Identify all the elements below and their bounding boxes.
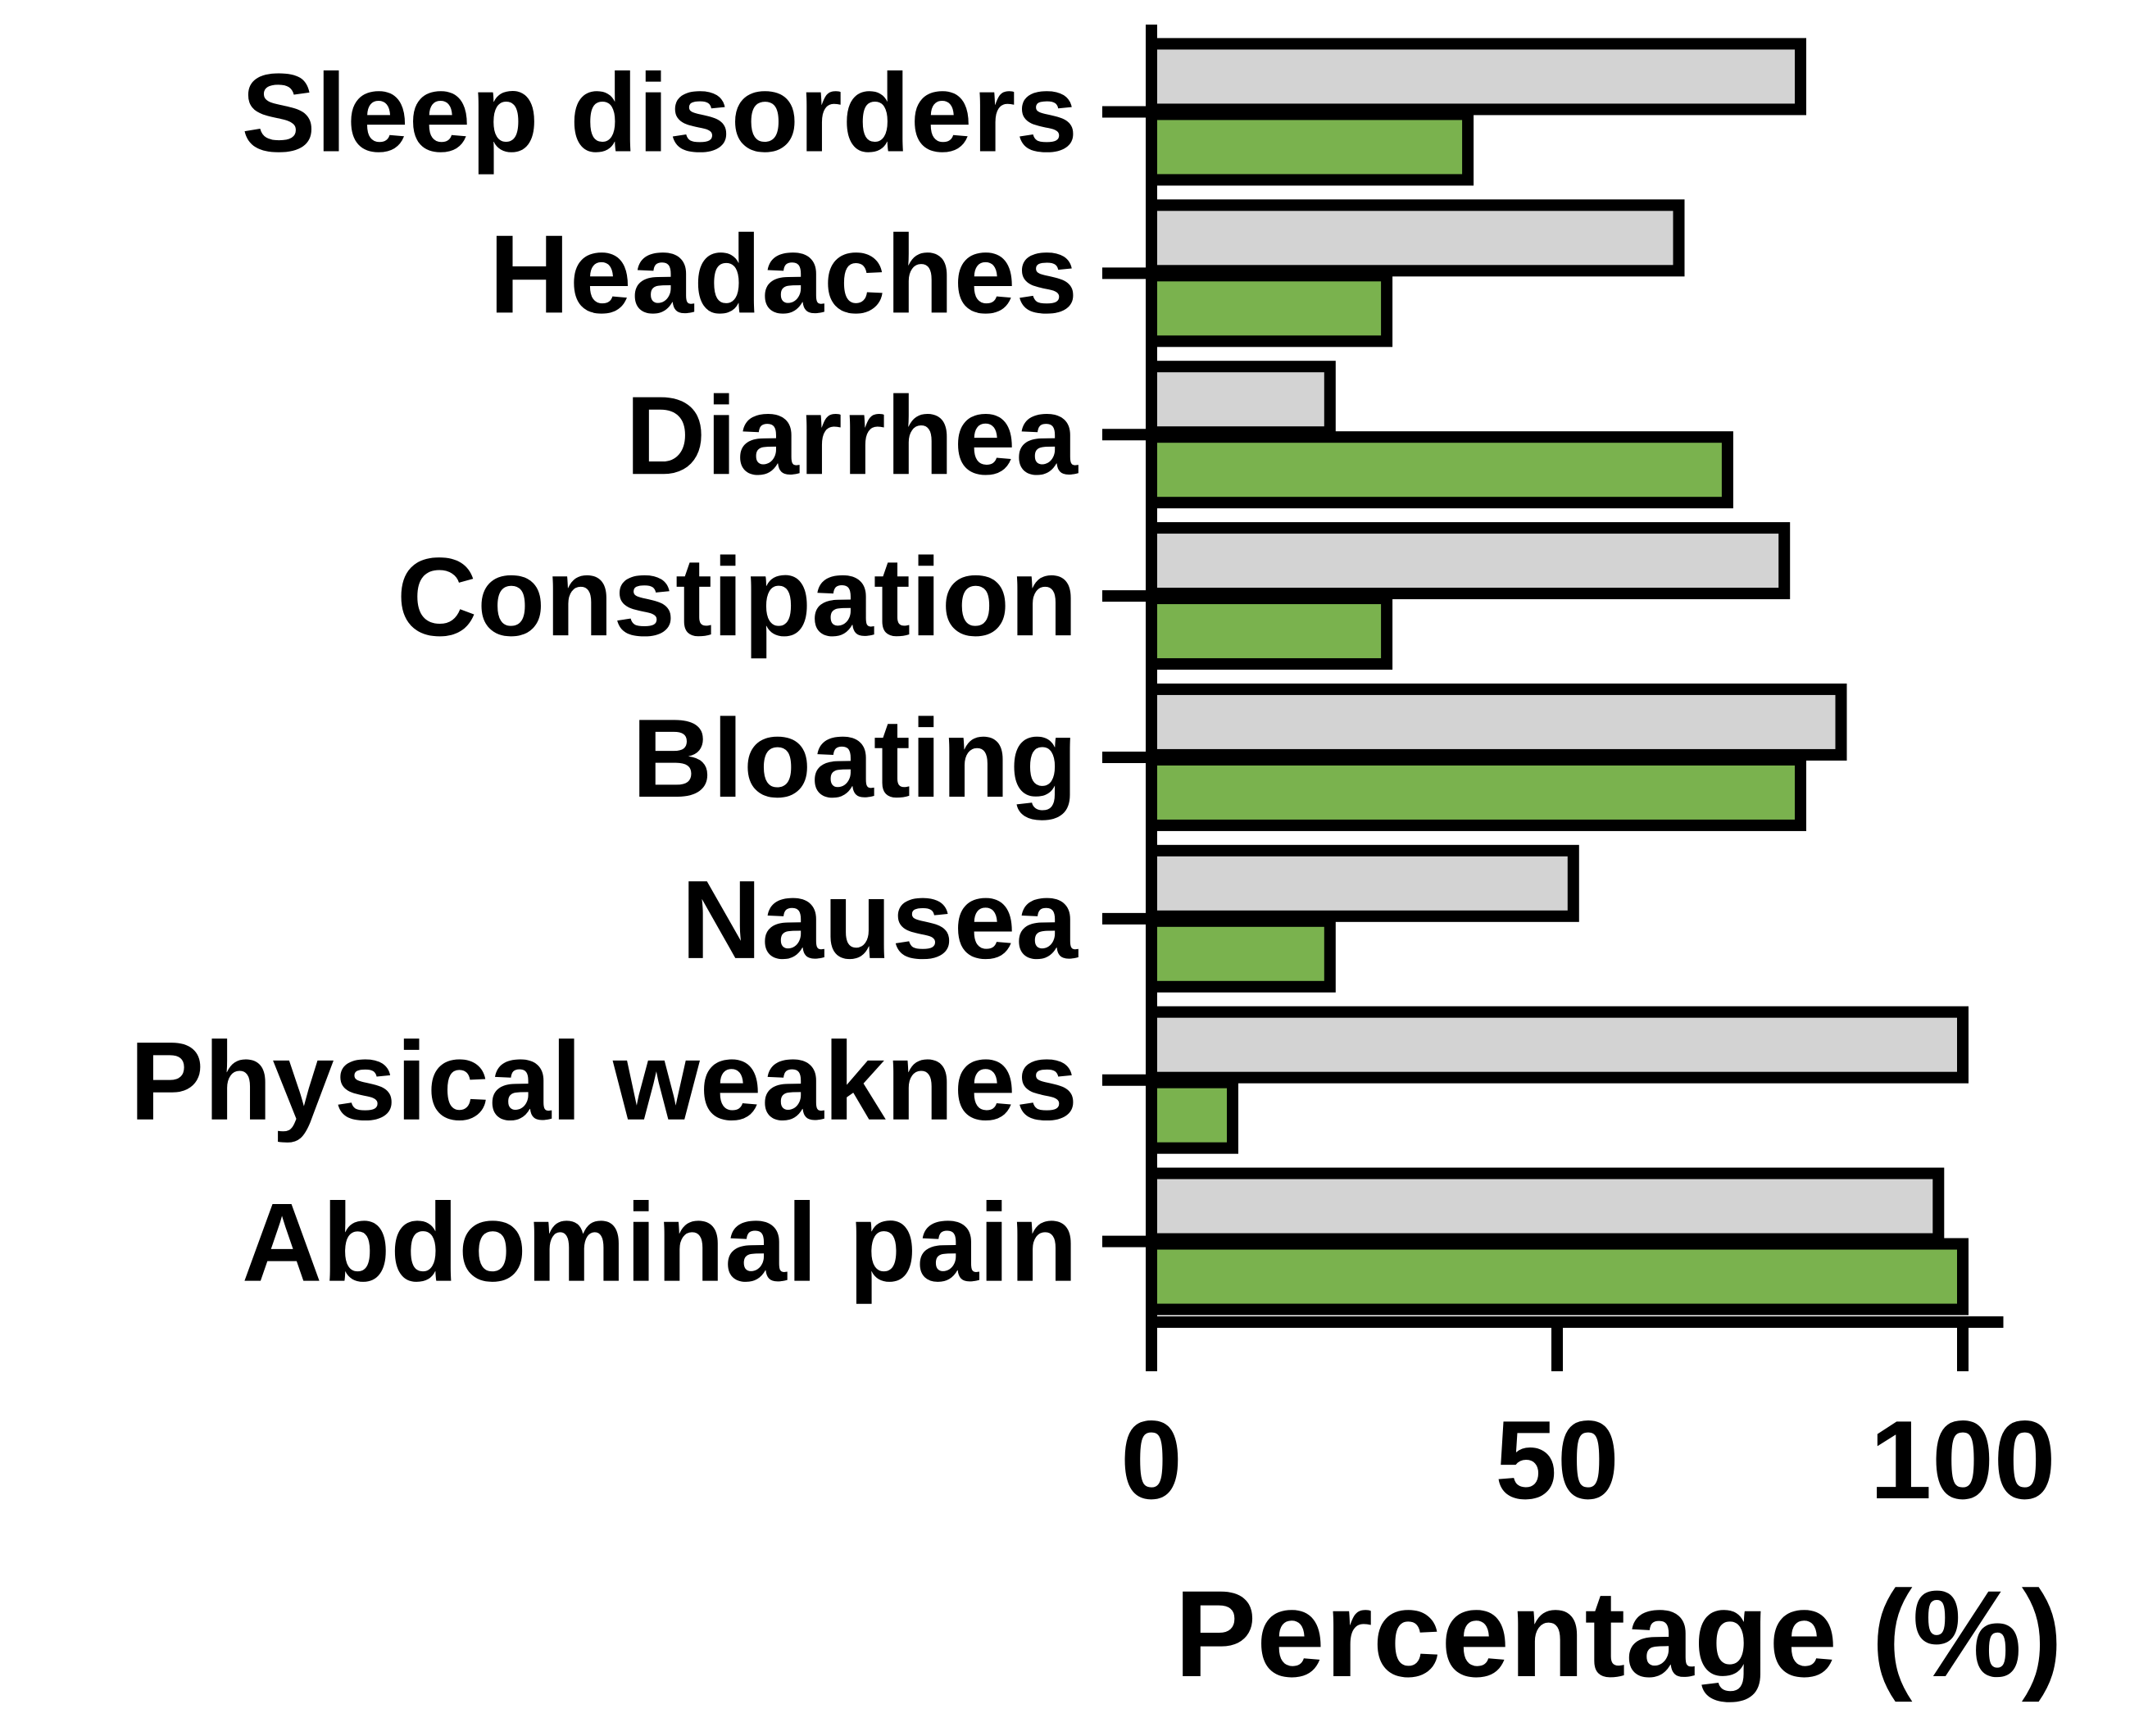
bar-gray-6 xyxy=(1146,1006,1969,1084)
bar-gray-0 xyxy=(1146,38,1806,116)
y-tick-label-1: Headaches xyxy=(489,211,1078,336)
y-tick-label-3: Constipation xyxy=(397,534,1078,659)
x-tick-label-0: 0 xyxy=(1120,1397,1183,1522)
bar-green-7 xyxy=(1146,1238,1969,1316)
bar-gray-2 xyxy=(1146,361,1336,439)
bar-green-0 xyxy=(1146,108,1474,186)
bar-green-4 xyxy=(1146,753,1806,831)
bar-gray-4 xyxy=(1146,683,1847,761)
bar-gray-3 xyxy=(1146,522,1791,600)
bar-gray-7 xyxy=(1146,1167,1945,1245)
bar-green-3 xyxy=(1146,593,1393,670)
y-tick-label-6: Physical weaknes xyxy=(129,1019,1078,1143)
y-tick-label-2: Diarrhea xyxy=(625,373,1079,498)
x-axis-title: Percentage (%) xyxy=(1174,1565,2063,1702)
bar-gray-5 xyxy=(1146,844,1579,922)
axes-layer xyxy=(1146,25,2004,1371)
bar-green-1 xyxy=(1146,270,1393,348)
bar-green-2 xyxy=(1146,431,1733,509)
y-tick-label-7: Abdominal pain xyxy=(242,1180,1078,1305)
bar-green-6 xyxy=(1146,1076,1238,1154)
bar-gray-1 xyxy=(1146,199,1685,277)
x-tick-label-2: 100 xyxy=(1870,1397,2056,1522)
ticks-layer: Sleep disorders Headaches Diarrhea Constipa… xyxy=(129,50,2055,1522)
x-tick-label-1: 50 xyxy=(1495,1397,1619,1522)
y-tick-label-0: Sleep disorders xyxy=(242,50,1078,175)
y-tick-label-4: Bloating xyxy=(632,696,1078,820)
bars-layer xyxy=(1146,38,1969,1316)
y-tick-label-5: Nausea xyxy=(681,857,1079,982)
bar-green-5 xyxy=(1146,915,1336,993)
